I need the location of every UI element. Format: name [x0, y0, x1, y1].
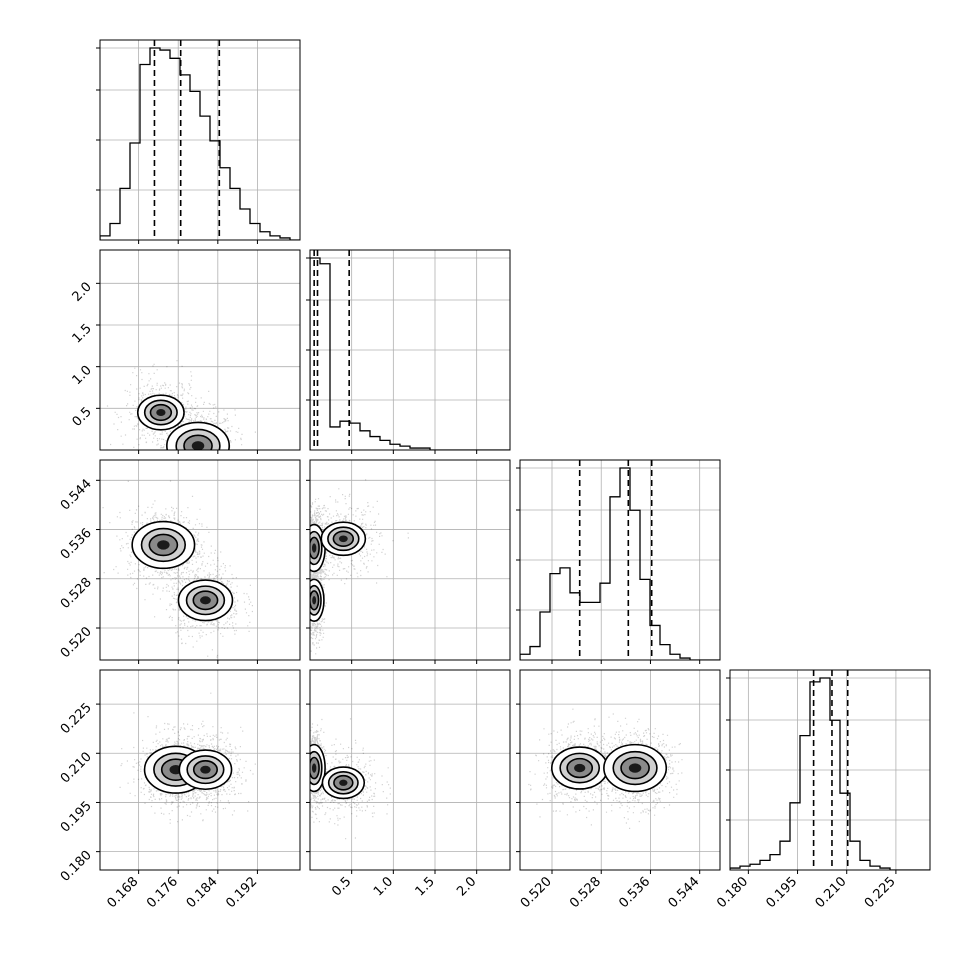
panel-2-0: 0.520 0.528 0.536 0.544 — [58, 459, 301, 664]
panel-frame — [99, 249, 301, 451]
y-tick-label: 0.210 — [58, 750, 95, 787]
panel-3-3: 0.180 0.195 0.210 0.225 — [714, 669, 931, 911]
y-tick-label: 0.5 — [70, 405, 95, 430]
histogram-step — [520, 467, 720, 660]
panel-1-0: 0.5 1.0 1.5 2.0 — [70, 249, 301, 454]
x-tick-label: 0.225 — [862, 874, 899, 911]
panel-3-0: 0.168 0.176 0.184 0.192 0.180 0.195 0.210 0.225 — [58, 669, 301, 911]
panel-content — [520, 460, 720, 660]
histogram-step — [100, 47, 300, 240]
density-contour — [312, 596, 317, 605]
x-tick-label: 0.176 — [144, 874, 181, 911]
scatter-points — [310, 479, 409, 660]
panel-content — [310, 670, 510, 870]
y-tick-label: 1.0 — [70, 363, 95, 388]
y-tick-label: 0.520 — [58, 624, 95, 661]
panel-content — [100, 670, 300, 870]
density-contour — [200, 765, 211, 774]
scatter-points — [310, 718, 391, 840]
panel-content — [310, 250, 510, 450]
scatter-points — [102, 480, 253, 658]
panel-3-2: 0.520 0.528 0.536 0.544 — [516, 669, 721, 911]
panel-content — [100, 250, 300, 450]
y-tick-label: 0.195 — [58, 799, 95, 836]
density-contour — [191, 441, 205, 450]
panel-frame — [519, 669, 721, 871]
panel-frame — [99, 459, 301, 661]
density-contour — [157, 540, 170, 550]
panel-content — [100, 40, 300, 240]
density-contour — [574, 763, 586, 773]
x-tick-label: 0.210 — [813, 874, 850, 911]
panel-frame — [99, 669, 301, 871]
panel-content — [730, 670, 930, 870]
density-contour — [338, 535, 348, 543]
y-tick-label: 2.0 — [70, 280, 95, 305]
panel-content — [100, 460, 300, 660]
x-tick-label: 0.528 — [567, 874, 604, 911]
x-tick-label: 0.520 — [518, 874, 555, 911]
density-contour — [311, 543, 317, 553]
x-tick-label: 2.0 — [454, 874, 479, 899]
x-tick-label: 0.184 — [184, 874, 221, 911]
panel-content — [310, 460, 510, 660]
y-tick-label: 0.180 — [58, 848, 95, 885]
density-contour — [628, 763, 642, 773]
y-tick-label: 1.5 — [70, 321, 95, 346]
x-tick-label: 0.5 — [329, 874, 354, 899]
y-tick-label: 0.544 — [58, 477, 95, 514]
x-tick-label: 1.5 — [413, 874, 438, 899]
density-contour — [311, 763, 317, 773]
x-tick-label: 0.168 — [105, 874, 142, 911]
density-contour — [156, 409, 166, 416]
x-tick-label: 0.195 — [763, 874, 800, 911]
density-contour — [339, 779, 348, 786]
histogram-step — [730, 677, 930, 870]
panel-2-1 — [306, 459, 511, 664]
panel-frame — [309, 459, 511, 661]
x-tick-label: 0.544 — [666, 874, 703, 911]
panel-0-0 — [96, 39, 301, 244]
y-tick-label: 0.528 — [58, 575, 95, 612]
y-tick-label: 0.225 — [58, 700, 95, 737]
histogram-step — [310, 257, 510, 450]
panel-3-1: 0.5 1.0 1.5 2.0 — [306, 669, 511, 899]
panel-2-2 — [516, 459, 721, 664]
x-tick-label: 0.180 — [714, 874, 751, 911]
density-contour — [200, 596, 211, 605]
y-tick-label: 0.536 — [58, 526, 95, 563]
x-tick-label: 0.536 — [616, 874, 653, 911]
x-tick-label: 1.0 — [371, 874, 396, 899]
panel-1-1 — [306, 249, 511, 454]
panel-content — [520, 670, 720, 870]
x-tick-label: 0.192 — [223, 874, 260, 911]
panel-frame — [309, 669, 511, 871]
